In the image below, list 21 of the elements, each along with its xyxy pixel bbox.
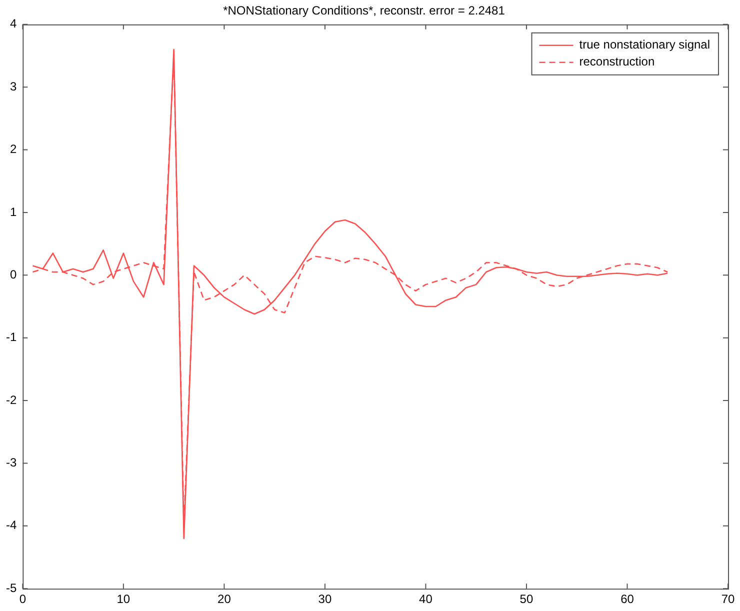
- y-tick-label: -5: [6, 580, 17, 595]
- x-tick-label: 50: [520, 592, 534, 606]
- chart-title: *NONStationary Conditions*, reconstr. error = 2.2481: [223, 4, 506, 18]
- x-tick-label: 20: [218, 592, 232, 606]
- y-tick-label: 2: [10, 142, 17, 156]
- x-tick-label: 10: [116, 592, 130, 606]
- x-tick-label: 0: [19, 592, 26, 606]
- y-tick-label: -1: [6, 330, 17, 344]
- x-tick-label: 30: [318, 592, 332, 606]
- y-tick-label: -2: [6, 392, 17, 407]
- y-tick-label: -4: [6, 518, 17, 532]
- y-tick-label: 3: [10, 79, 17, 94]
- x-tick-label: 70: [721, 592, 735, 606]
- x-tick-label: 40: [419, 592, 433, 606]
- legend-label: true nonstationary signal: [579, 38, 710, 52]
- legend-label: reconstruction: [579, 54, 655, 69]
- y-tick-label: 0: [10, 267, 17, 282]
- x-tick-label: 60: [620, 592, 634, 606]
- y-tick-label: 4: [10, 16, 17, 31]
- y-tick-label: -3: [6, 456, 17, 470]
- y-tick-label: 1: [10, 204, 17, 219]
